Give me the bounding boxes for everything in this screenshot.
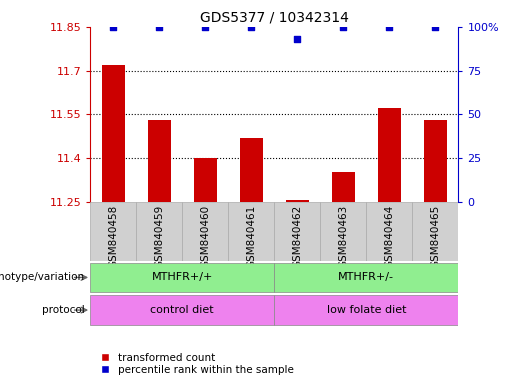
FancyBboxPatch shape (274, 263, 458, 292)
Point (201, 24, 209, 30)
Bar (101, 65, 125, 202)
Point (155, 24, 163, 30)
Point (339, 24, 348, 30)
Point (385, 24, 393, 30)
Bar (286, 200, 309, 202)
Text: GSM840458: GSM840458 (108, 205, 118, 268)
Bar (378, 108, 401, 202)
Bar (332, 172, 355, 202)
FancyBboxPatch shape (320, 202, 366, 261)
Text: MTHFR+/-: MTHFR+/- (338, 272, 394, 283)
Text: protocol: protocol (42, 305, 85, 315)
Point (431, 24, 439, 30)
FancyBboxPatch shape (90, 202, 136, 261)
FancyBboxPatch shape (274, 202, 320, 261)
FancyBboxPatch shape (274, 295, 458, 325)
Text: GSM840459: GSM840459 (154, 205, 164, 268)
FancyBboxPatch shape (136, 202, 182, 261)
FancyBboxPatch shape (182, 202, 228, 261)
Text: genotype/variation: genotype/variation (0, 272, 85, 283)
Text: GSM840465: GSM840465 (431, 205, 440, 268)
Text: control diet: control diet (150, 305, 214, 315)
FancyBboxPatch shape (413, 202, 458, 261)
Point (293, 36, 301, 42)
Text: GSM840461: GSM840461 (246, 205, 256, 268)
Text: low folate diet: low folate diet (327, 305, 406, 315)
Point (109, 24, 117, 30)
Text: GSM840460: GSM840460 (200, 205, 210, 268)
Title: GDS5377 / 10342314: GDS5377 / 10342314 (200, 10, 349, 24)
Text: GSM840463: GSM840463 (338, 205, 348, 268)
Point (247, 24, 255, 30)
FancyBboxPatch shape (366, 202, 413, 261)
FancyBboxPatch shape (90, 263, 274, 292)
Text: GSM840462: GSM840462 (292, 205, 302, 268)
Text: GSM840464: GSM840464 (384, 205, 394, 268)
FancyBboxPatch shape (90, 295, 274, 325)
FancyBboxPatch shape (228, 202, 274, 261)
Text: MTHFR+/+: MTHFR+/+ (151, 272, 213, 283)
Legend: transformed count, percentile rank within the sample: transformed count, percentile rank withi… (90, 348, 298, 379)
Bar (424, 120, 447, 202)
Bar (239, 137, 263, 202)
Bar (148, 120, 170, 202)
Bar (194, 158, 217, 202)
